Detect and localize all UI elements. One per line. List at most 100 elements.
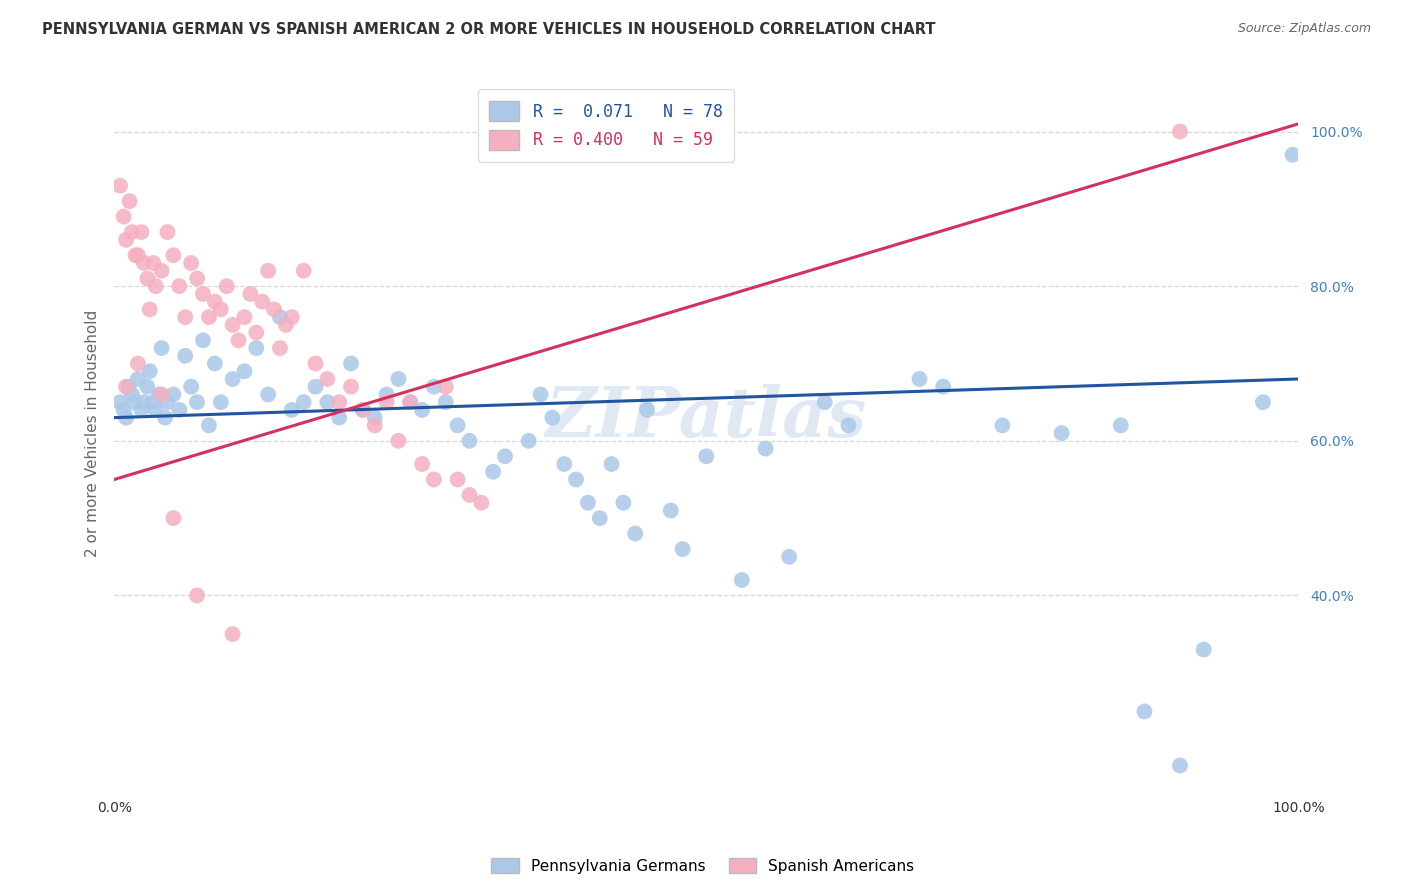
- Point: [529, 387, 551, 401]
- Point: [589, 511, 612, 525]
- Point: [150, 341, 173, 355]
- Point: [198, 310, 221, 325]
- Point: [364, 418, 387, 433]
- Point: [316, 395, 339, 409]
- Point: [612, 496, 634, 510]
- Text: PENNSYLVANIA GERMAN VS SPANISH AMERICAN 2 OR MORE VEHICLES IN HOUSEHOLD CORRELAT: PENNSYLVANIA GERMAN VS SPANISH AMERICAN …: [42, 22, 935, 37]
- Point: [127, 248, 149, 262]
- Point: [153, 410, 176, 425]
- Point: [136, 271, 159, 285]
- Point: [281, 310, 304, 325]
- Point: [908, 372, 931, 386]
- Point: [174, 310, 197, 325]
- Point: [434, 395, 457, 409]
- Point: [131, 403, 153, 417]
- Point: [162, 248, 184, 262]
- Point: [132, 256, 155, 270]
- Point: [148, 387, 170, 401]
- Point: [624, 526, 647, 541]
- Point: [1109, 418, 1132, 433]
- Point: [115, 410, 138, 425]
- Point: [136, 380, 159, 394]
- Point: [269, 341, 291, 355]
- Point: [233, 364, 256, 378]
- Point: [169, 403, 191, 417]
- Point: [239, 287, 262, 301]
- Point: [399, 395, 422, 409]
- Point: [328, 410, 350, 425]
- Point: [142, 395, 165, 409]
- Point: [138, 364, 160, 378]
- Point: [340, 357, 363, 371]
- Point: [124, 395, 146, 409]
- Point: [145, 279, 167, 293]
- Point: [142, 256, 165, 270]
- Point: [292, 264, 315, 278]
- Point: [121, 387, 143, 401]
- Point: [112, 210, 135, 224]
- Point: [269, 310, 291, 325]
- Point: [387, 372, 409, 386]
- Point: [245, 341, 267, 355]
- Point: [458, 488, 481, 502]
- Point: [198, 418, 221, 433]
- Point: [316, 372, 339, 386]
- Point: [1133, 705, 1156, 719]
- Point: [553, 457, 575, 471]
- Point: [399, 395, 422, 409]
- Point: [1281, 147, 1303, 161]
- Point: [446, 418, 468, 433]
- Point: [121, 225, 143, 239]
- Text: ZIPatlas: ZIPatlas: [546, 384, 868, 451]
- Point: [132, 395, 155, 409]
- Point: [186, 395, 208, 409]
- Point: [112, 403, 135, 417]
- Point: [108, 395, 131, 409]
- Point: [117, 380, 139, 394]
- Point: [174, 349, 197, 363]
- Point: [814, 395, 837, 409]
- Point: [576, 496, 599, 510]
- Point: [1168, 124, 1191, 138]
- Point: [169, 279, 191, 293]
- Point: [127, 372, 149, 386]
- Point: [138, 302, 160, 317]
- Point: [387, 434, 409, 448]
- Point: [263, 302, 285, 317]
- Point: [434, 380, 457, 394]
- Point: [191, 287, 214, 301]
- Point: [304, 380, 326, 394]
- Point: [245, 326, 267, 340]
- Point: [458, 434, 481, 448]
- Point: [274, 318, 297, 332]
- Point: [482, 465, 505, 479]
- Point: [257, 264, 280, 278]
- Point: [1050, 426, 1073, 441]
- Point: [1192, 642, 1215, 657]
- Point: [150, 387, 173, 401]
- Point: [423, 380, 446, 394]
- Point: [228, 334, 250, 348]
- Legend: R =  0.071   N = 78, R = 0.400   N = 59: R = 0.071 N = 78, R = 0.400 N = 59: [478, 89, 734, 161]
- Point: [411, 403, 433, 417]
- Point: [991, 418, 1014, 433]
- Point: [754, 442, 776, 456]
- Point: [257, 387, 280, 401]
- Point: [221, 318, 243, 332]
- Point: [115, 380, 138, 394]
- Point: [209, 395, 232, 409]
- Point: [340, 380, 363, 394]
- Point: [446, 473, 468, 487]
- Point: [156, 395, 179, 409]
- Point: [517, 434, 540, 448]
- Point: [150, 264, 173, 278]
- Point: [659, 503, 682, 517]
- Point: [375, 387, 398, 401]
- Point: [304, 357, 326, 371]
- Point: [115, 233, 138, 247]
- Point: [180, 256, 202, 270]
- Y-axis label: 2 or more Vehicles in Household: 2 or more Vehicles in Household: [86, 310, 100, 557]
- Point: [375, 395, 398, 409]
- Point: [565, 473, 588, 487]
- Point: [191, 334, 214, 348]
